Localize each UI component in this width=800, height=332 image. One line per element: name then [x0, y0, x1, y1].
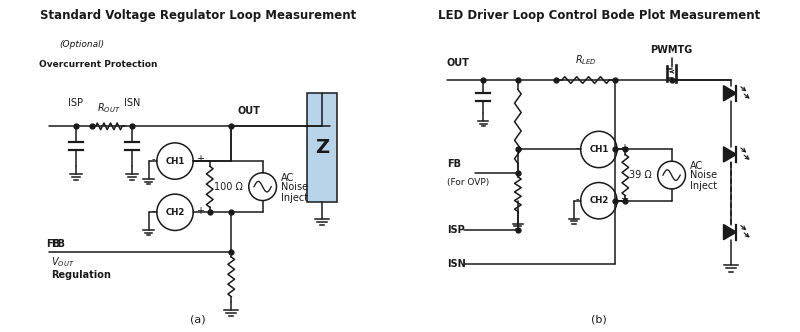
Text: (b): (b) — [591, 315, 606, 325]
Text: CH1: CH1 — [589, 145, 609, 154]
Text: Regulation: Regulation — [51, 270, 111, 280]
Text: -: - — [575, 194, 579, 204]
Text: +: + — [620, 143, 628, 153]
Text: +: + — [620, 194, 628, 204]
Text: ISN: ISN — [446, 259, 466, 269]
Text: FB: FB — [51, 239, 65, 249]
Text: ISP: ISP — [446, 225, 465, 235]
Bar — [307, 93, 337, 203]
Text: Z: Z — [315, 138, 329, 157]
Text: (Optional): (Optional) — [59, 41, 105, 49]
Text: Standard Voltage Regulator Loop Measurement: Standard Voltage Regulator Loop Measurem… — [40, 9, 356, 22]
Text: 39 Ω: 39 Ω — [630, 170, 652, 180]
Text: FB: FB — [46, 239, 60, 249]
Text: CH2: CH2 — [589, 196, 609, 205]
Text: CH2: CH2 — [166, 208, 185, 217]
Text: Inject: Inject — [281, 193, 308, 203]
Text: Overcurrent Protection: Overcurrent Protection — [39, 60, 158, 69]
Text: ISN: ISN — [124, 98, 140, 108]
Text: CH1: CH1 — [166, 157, 185, 166]
Text: Inject: Inject — [690, 181, 717, 191]
Text: OUT: OUT — [446, 58, 470, 68]
Text: Noise: Noise — [281, 182, 308, 192]
Text: (a): (a) — [190, 315, 206, 325]
Text: -: - — [575, 143, 579, 153]
Text: $R_{LED}$: $R_{LED}$ — [574, 53, 597, 67]
Text: +: + — [196, 154, 204, 164]
Text: OUT: OUT — [238, 107, 261, 117]
Text: (For OVP): (For OVP) — [446, 178, 489, 187]
Text: $R_{OUT}$: $R_{OUT}$ — [97, 101, 121, 115]
Text: AC: AC — [281, 173, 294, 183]
Text: ISP: ISP — [68, 98, 83, 108]
Text: Noise: Noise — [690, 170, 717, 180]
Text: -: - — [152, 206, 155, 215]
Text: -: - — [152, 154, 155, 164]
Text: AC: AC — [690, 161, 703, 171]
Text: PWMTG: PWMTG — [650, 45, 693, 55]
Text: FB: FB — [446, 159, 461, 169]
Polygon shape — [723, 224, 737, 240]
Text: $V_{OUT}$: $V_{OUT}$ — [51, 255, 74, 269]
Polygon shape — [723, 86, 737, 101]
Polygon shape — [723, 147, 737, 162]
Text: 100 Ω: 100 Ω — [214, 182, 243, 192]
Text: LED Driver Loop Control Bode Plot Measurement: LED Driver Loop Control Bode Plot Measur… — [438, 9, 760, 22]
Text: +: + — [196, 206, 204, 215]
